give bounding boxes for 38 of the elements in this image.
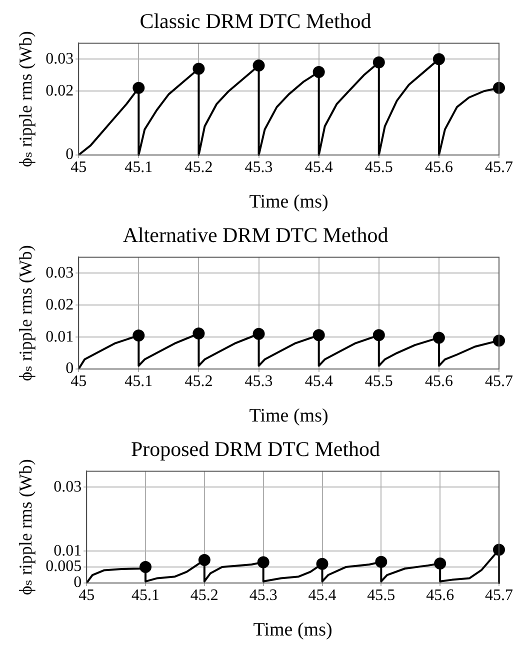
x-tick-label: 45.2 — [184, 372, 213, 390]
x-tick-label: 45.7 — [485, 372, 513, 390]
y-axis-title: ϕₛ ripple rms (Wb) — [16, 459, 36, 596]
chart-title: Alternative DRM DTC Method — [122, 223, 389, 248]
x-axis-title: Time (ms) — [249, 192, 328, 213]
x-axis-title: Time (ms) — [253, 620, 332, 641]
x-tick-label: 45.4 — [308, 586, 336, 604]
x-tick-label: 45.6 — [424, 372, 453, 390]
y-tick-label: 0.005 — [46, 558, 82, 576]
y-tick-label: 0.03 — [46, 50, 74, 68]
x-tick-label: 45.1 — [132, 586, 160, 604]
chart-title: Proposed DRM DTC Method — [130, 437, 381, 462]
chart-title: Classic DRM DTC Method — [140, 9, 372, 34]
x-tick-label: 45.5 — [364, 372, 393, 390]
y-tick-label: 0.01 — [54, 542, 82, 560]
x-tick-label: 45.7 — [485, 158, 513, 176]
y-tick-label: 0.01 — [46, 328, 74, 346]
y-tick-label: 0.02 — [46, 296, 74, 314]
y-tick-label: 0.03 — [46, 264, 74, 282]
x-tick-label: 45.3 — [244, 372, 273, 390]
x-axis-title: Time (ms) — [249, 406, 328, 427]
x-tick-label: 45.6 — [426, 586, 454, 604]
x-tick-label: 45.7 — [485, 586, 513, 604]
x-tick-label: 45.1 — [124, 372, 153, 390]
x-tick-label: 45.2 — [184, 158, 213, 176]
x-tick-label: 45.4 — [304, 158, 333, 176]
x-tick-label: 45.2 — [190, 586, 218, 604]
y-tick-label: 0.02 — [46, 82, 74, 100]
x-tick-label: 45.6 — [424, 158, 453, 176]
x-tick-label: 45.4 — [304, 372, 333, 390]
y-axis-title: ϕₛ ripple rms (Wb) — [16, 31, 36, 168]
x-tick-label: 45.3 — [244, 158, 273, 176]
x-tick-label: 45.1 — [124, 158, 153, 176]
x-tick-label: 45.5 — [367, 586, 396, 604]
y-tick-label: 0.03 — [54, 478, 82, 496]
x-tick-label: 45.3 — [249, 586, 278, 604]
x-tick-label: 45.5 — [364, 158, 393, 176]
y-axis-title: ϕₛ ripple rms (Wb) — [16, 245, 36, 382]
